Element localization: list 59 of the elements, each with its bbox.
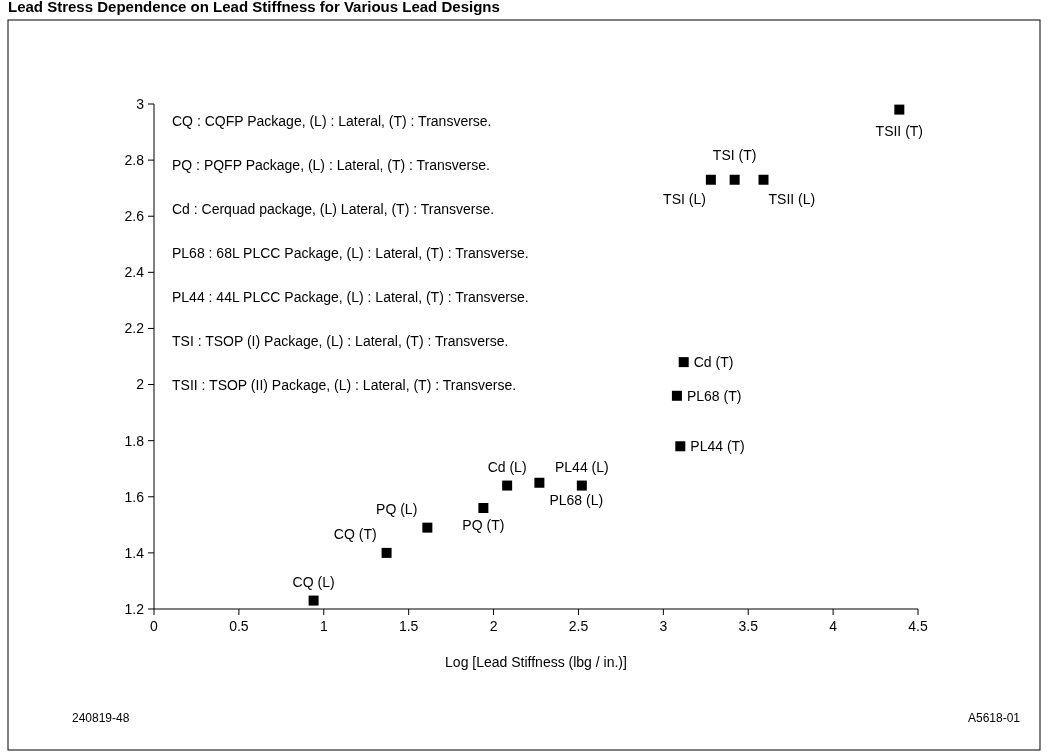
x-tick-label: 4 [829,618,838,634]
y-tick-label: 2.6 [124,208,145,225]
point [576,480,587,491]
point [308,595,319,606]
point [671,390,682,401]
x-tick-label: 2 [489,618,498,634]
annotation: PL44 (T) [690,438,745,455]
x-tick-label: 0.5 [229,618,249,634]
annotation: PQ : PQFP Package, (L) : Lateral, (T) : Transverse. [172,157,490,173]
annotation: TSII (T) [875,122,924,139]
annotation: CQ : CQFP Package, (L) : Lateral, (T) : Transverse. [172,113,492,129]
annotation: PQ (T) [462,517,505,533]
annotation: PL44 : 44L PLCC Package, (L) : Lateral, (T) : Transverse. [172,289,529,305]
y-tick-label: 1.4 [124,544,145,561]
x-axis-title: Log [Lead Stiffness (lbg / in.)] [445,654,627,670]
x-tick-label: 3 [659,618,668,634]
annotation: Cd : Cerquad package, (L) Lateral, (T) : Transverse. [172,201,495,217]
text: A5618-01 [967,711,1021,725]
annotation: Cd (L) [487,458,527,475]
point [422,522,433,533]
annotation: PL68 : 68L PLCC Package, (L) : Lateral, (T) : Transverse. [172,245,529,261]
point [502,480,513,491]
point [534,477,545,488]
annotation: TSI (T) [712,146,757,163]
y-tick-label: 3 [136,95,145,112]
annotation: TSII : TSOP (II) Package, (L) : Lateral, (T) : Transverse. [172,377,517,393]
point [758,174,769,185]
point [894,104,905,115]
text: 240819-48 [72,711,130,725]
y-tick-label: 2.8 [124,152,145,169]
annotation: PL68 (T) [686,387,742,404]
point [381,547,392,558]
y-tick-label: 1.8 [124,432,145,449]
point [675,441,686,452]
x-tick-label: 4.5 [908,618,928,634]
annotation: Cd (T) [693,354,734,371]
y-tick-label: 2.4 [124,264,145,281]
point [478,503,489,513]
x-tick-label: 0 [150,618,159,634]
annotation: CQ (T) [333,525,377,542]
point [705,174,716,185]
annotation: TSI (L) [663,190,706,207]
point [729,174,740,185]
y-tick-label: 1.2 [124,600,145,617]
point [678,357,689,368]
annotation: TSI : TSOP (I) Package, (L) : Lateral, (T) : Transverse. [172,333,509,349]
annotation: TSII (L) [768,190,816,207]
y-tick-label: 1.6 [124,488,145,505]
x-tick-label: 3.5 [738,618,759,634]
annotation: PL68 (L) [549,491,604,508]
y-tick-label: 2 [136,376,145,393]
x-tick-label: 1.5 [398,618,419,634]
x-tick-label: 1 [319,618,328,634]
annotation: PQ (L) [376,500,418,517]
annotation: PL44 (L) [554,458,609,475]
x-tick-label: 2.5 [568,618,589,634]
annotation: CQ (L) [292,573,335,590]
chart-title: Lead Stress Dependence on Lead Stiffness for Various Lead Designs [8,0,500,15]
y-tick-label: 2.2 [124,320,145,337]
